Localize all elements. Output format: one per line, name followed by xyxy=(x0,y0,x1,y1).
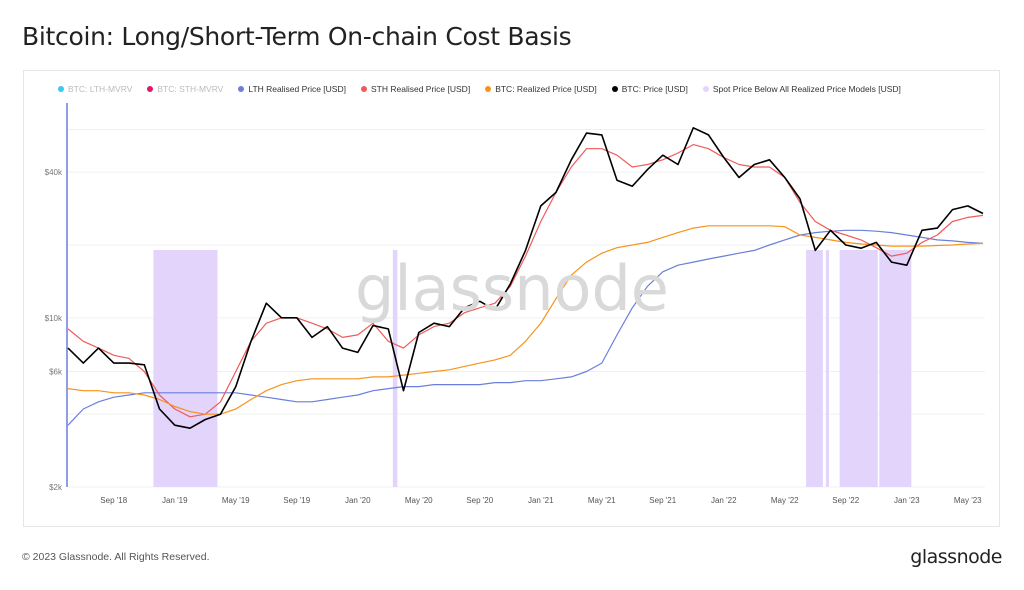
x-tick-label: Jan '20 xyxy=(345,496,371,505)
legend-dot-icon xyxy=(360,86,367,92)
legend-item[interactable]: BTC: Price [USD] xyxy=(611,84,688,94)
watermark: glassnode xyxy=(355,252,669,325)
legend-dot-icon xyxy=(147,86,154,92)
series-line-btc-price-usd xyxy=(67,127,984,430)
legend-label: BTC: Price [USD] xyxy=(621,84,688,94)
copyright-text: © 2023 Glassnode. All Rights Reserved. xyxy=(22,551,210,563)
x-tick-label: Sep '19 xyxy=(283,496,310,505)
x-tick-label: Jan '19 xyxy=(162,496,188,505)
legend-item[interactable]: LTH Realised Price [USD] xyxy=(238,84,346,94)
legend-label: BTC: LTH-MVRV xyxy=(68,84,133,94)
y-tick-label: $10k xyxy=(45,314,63,323)
legend-item[interactable]: BTC: STH-MVRV xyxy=(147,84,223,94)
page-title: Bitcoin: Long/Short-Term On-chain Cost B… xyxy=(22,22,572,51)
x-tick-label: Sep '20 xyxy=(466,496,493,505)
shaded-period xyxy=(879,250,912,487)
chart-card xyxy=(23,70,1000,527)
x-tick-label: Sep '21 xyxy=(649,496,676,505)
legend-label: Spot Price Below All Realized Price Mode… xyxy=(712,84,901,94)
legend-dot-icon xyxy=(611,86,618,92)
legend-label: LTH Realised Price [USD] xyxy=(248,84,346,94)
legend-item[interactable]: BTC: Realized Price [USD] xyxy=(485,84,597,94)
x-tick-label: May '20 xyxy=(405,496,433,505)
legend-dot-icon xyxy=(485,86,492,92)
shaded-period xyxy=(392,250,398,487)
x-tick-label: May '22 xyxy=(771,496,799,505)
x-tick-label: Sep '18 xyxy=(100,496,127,505)
y-tick-label: $2k xyxy=(49,483,63,492)
shaded-period xyxy=(839,250,878,487)
legend-item[interactable]: BTC: LTH-MVRV xyxy=(58,84,132,94)
x-tick-label: Jan '21 xyxy=(528,496,554,505)
x-tick-label: Sep '22 xyxy=(832,496,859,505)
legend-label: BTC: STH-MVRV xyxy=(157,84,224,94)
x-tick-label: May '21 xyxy=(588,496,616,505)
shaded-period xyxy=(153,250,218,487)
legend-item[interactable]: STH Realised Price [USD] xyxy=(360,84,471,94)
legend-dot-icon xyxy=(238,86,245,92)
x-tick-label: May '23 xyxy=(954,496,982,505)
x-tick-label: Jan '22 xyxy=(711,496,737,505)
glassnode-logo: glassnode xyxy=(910,546,1002,568)
legend-dot-icon xyxy=(702,86,709,92)
y-tick-label: $40k xyxy=(45,168,63,177)
shaded-period xyxy=(825,250,829,487)
legend-label: BTC: Realized Price [USD] xyxy=(495,84,597,94)
legend-dot-icon xyxy=(58,86,64,92)
chart-legend: BTC: LTH-MVRV BTC: STH-MVRV LTH Realised P… xyxy=(58,84,901,94)
shaded-period xyxy=(806,250,823,487)
legend-label: STH Realised Price [USD] xyxy=(370,84,471,94)
x-tick-label: May '19 xyxy=(222,496,250,505)
y-tick-label: $6k xyxy=(49,368,63,377)
x-tick-label: Jan '23 xyxy=(894,496,920,505)
legend-item[interactable]: Spot Price Below All Realized Price Mode… xyxy=(702,84,901,94)
